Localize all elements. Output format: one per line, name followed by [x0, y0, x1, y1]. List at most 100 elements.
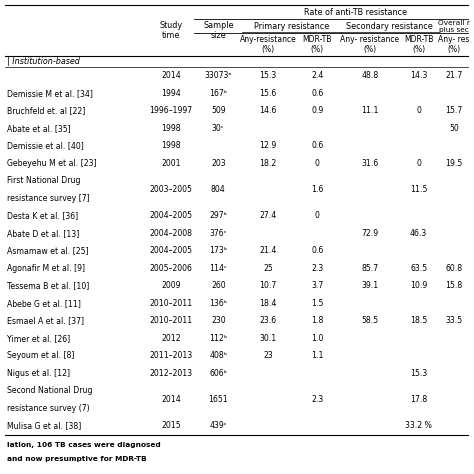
Text: 21.7: 21.7: [446, 71, 463, 80]
Text: 10.7: 10.7: [259, 281, 277, 290]
Text: 2010–2011: 2010–2011: [149, 299, 192, 308]
Text: 2010–2011: 2010–2011: [149, 316, 192, 325]
Text: Bruchfeld et. al [22]: Bruchfeld et. al [22]: [7, 106, 85, 115]
Text: 1.6: 1.6: [311, 185, 324, 194]
Text: 112ᵇ: 112ᵇ: [209, 334, 228, 343]
Text: and now presumptive for MDR-TB: and now presumptive for MDR-TB: [7, 456, 146, 463]
Text: Esmael A et al. [37]: Esmael A et al. [37]: [7, 316, 84, 325]
Text: 2001: 2001: [161, 159, 181, 168]
Text: 15.6: 15.6: [259, 89, 277, 98]
Text: Yimer et al. [26]: Yimer et al. [26]: [7, 334, 70, 343]
Text: 2012: 2012: [161, 334, 181, 343]
Text: 11.1: 11.1: [361, 106, 379, 115]
Text: 1998: 1998: [161, 124, 181, 133]
Text: Tessema B et al. [10]: Tessema B et al. [10]: [7, 281, 89, 290]
Text: 114ᶜ: 114ᶜ: [210, 264, 227, 273]
Text: 33.5: 33.5: [446, 316, 463, 325]
Text: 2.3: 2.3: [311, 264, 324, 273]
Text: 167ᵇ: 167ᵇ: [209, 89, 228, 98]
Text: 173ᵇ: 173ᵇ: [209, 246, 228, 255]
Text: resistance survey [7]: resistance survey [7]: [7, 194, 90, 203]
Text: 27.4: 27.4: [259, 211, 277, 220]
Text: 1.0: 1.0: [311, 334, 324, 343]
Text: 30.1: 30.1: [259, 334, 277, 343]
Text: 2004–2005: 2004–2005: [149, 211, 192, 220]
Text: Nigus et al. [12]: Nigus et al. [12]: [7, 369, 70, 378]
Text: Any- resistance
(%): Any- resistance (%): [340, 35, 399, 54]
Text: 50: 50: [449, 124, 459, 133]
Text: Study
time: Study time: [159, 21, 182, 40]
Text: 1996–1997: 1996–1997: [149, 106, 192, 115]
Text: Agonafir M et al. [9]: Agonafir M et al. [9]: [7, 264, 85, 273]
Text: MDR-TB
(%): MDR-TB (%): [303, 35, 332, 54]
Text: 72.9: 72.9: [361, 229, 378, 238]
Text: 1.5: 1.5: [311, 299, 324, 308]
Text: 0: 0: [416, 106, 421, 115]
Text: Any- res
(%): Any- res (%): [438, 35, 470, 54]
Text: 203: 203: [211, 159, 226, 168]
Text: 509: 509: [211, 106, 226, 115]
Text: Demissie M et al. [34]: Demissie M et al. [34]: [7, 89, 93, 98]
Text: 2011–2013: 2011–2013: [149, 351, 192, 360]
Text: 15.8: 15.8: [446, 281, 463, 290]
Text: 23.6: 23.6: [260, 316, 277, 325]
Text: Secondary resistance: Secondary resistance: [346, 21, 433, 30]
Text: 23: 23: [263, 351, 273, 360]
Text: 12.9: 12.9: [259, 141, 277, 150]
Text: 606ᵇ: 606ᵇ: [209, 369, 227, 378]
Text: 14.3: 14.3: [410, 71, 427, 80]
Text: 46.3: 46.3: [410, 229, 427, 238]
Text: 1994: 1994: [161, 89, 181, 98]
Text: 297ᵇ: 297ᵇ: [209, 211, 227, 220]
Text: 63.5: 63.5: [410, 264, 427, 273]
Text: 2014: 2014: [161, 71, 181, 80]
Text: 2005–2006: 2005–2006: [149, 264, 192, 273]
Text: 15.3: 15.3: [410, 369, 427, 378]
Text: 2012–2013: 2012–2013: [149, 369, 192, 378]
Text: 18.5: 18.5: [410, 316, 427, 325]
Text: 18.4: 18.4: [259, 299, 277, 308]
Text: 408ᵇ: 408ᵇ: [209, 351, 228, 360]
Text: 3.7: 3.7: [311, 281, 324, 290]
Text: 1998: 1998: [161, 141, 181, 150]
Text: 0: 0: [416, 159, 421, 168]
Text: First National Drug: First National Drug: [7, 176, 81, 185]
Text: 230: 230: [211, 316, 226, 325]
Text: 0: 0: [315, 159, 320, 168]
Text: 1651: 1651: [209, 395, 228, 404]
Text: 14.6: 14.6: [259, 106, 277, 115]
Text: 0.6: 0.6: [311, 89, 324, 98]
Text: 18.2: 18.2: [259, 159, 277, 168]
Text: 15.3: 15.3: [259, 71, 277, 80]
Text: Mulisa G et al. [38]: Mulisa G et al. [38]: [7, 421, 81, 430]
Text: | Institution-based: | Institution-based: [7, 57, 80, 66]
Text: 15.7: 15.7: [446, 106, 463, 115]
Text: 31.6: 31.6: [361, 159, 378, 168]
Text: 804: 804: [211, 185, 226, 194]
Text: 136ᵇ: 136ᵇ: [209, 299, 228, 308]
Text: Abate et al. [35]: Abate et al. [35]: [7, 124, 71, 133]
Text: Abebe G et al. [11]: Abebe G et al. [11]: [7, 299, 81, 308]
Text: 2004–2008: 2004–2008: [149, 229, 192, 238]
Text: 2014: 2014: [161, 395, 181, 404]
Text: 85.7: 85.7: [361, 264, 378, 273]
Text: Seyoum et al. [8]: Seyoum et al. [8]: [7, 351, 74, 360]
Text: 30ᶜ: 30ᶜ: [212, 124, 225, 133]
Text: 1.8: 1.8: [311, 316, 324, 325]
Text: 2009: 2009: [161, 281, 181, 290]
Text: 2.4: 2.4: [311, 71, 324, 80]
Text: 2015: 2015: [161, 421, 181, 430]
Text: 0.6: 0.6: [311, 246, 324, 255]
Text: 260: 260: [211, 281, 226, 290]
Text: Sample
size: Sample size: [203, 21, 234, 40]
Text: Desta K et al. [36]: Desta K et al. [36]: [7, 211, 78, 220]
Text: 11.5: 11.5: [410, 185, 427, 194]
Text: 0.9: 0.9: [311, 106, 324, 115]
Text: MDR-TB
(%): MDR-TB (%): [404, 35, 433, 54]
Text: 376ᶜ: 376ᶜ: [210, 229, 227, 238]
Text: 21.4: 21.4: [259, 246, 277, 255]
Text: 33.2 %: 33.2 %: [405, 421, 432, 430]
Text: Any-resistance
(%): Any-resistance (%): [240, 35, 296, 54]
Text: 25: 25: [263, 264, 273, 273]
Text: lation, 106 TB cases were diagnosed: lation, 106 TB cases were diagnosed: [7, 441, 161, 447]
